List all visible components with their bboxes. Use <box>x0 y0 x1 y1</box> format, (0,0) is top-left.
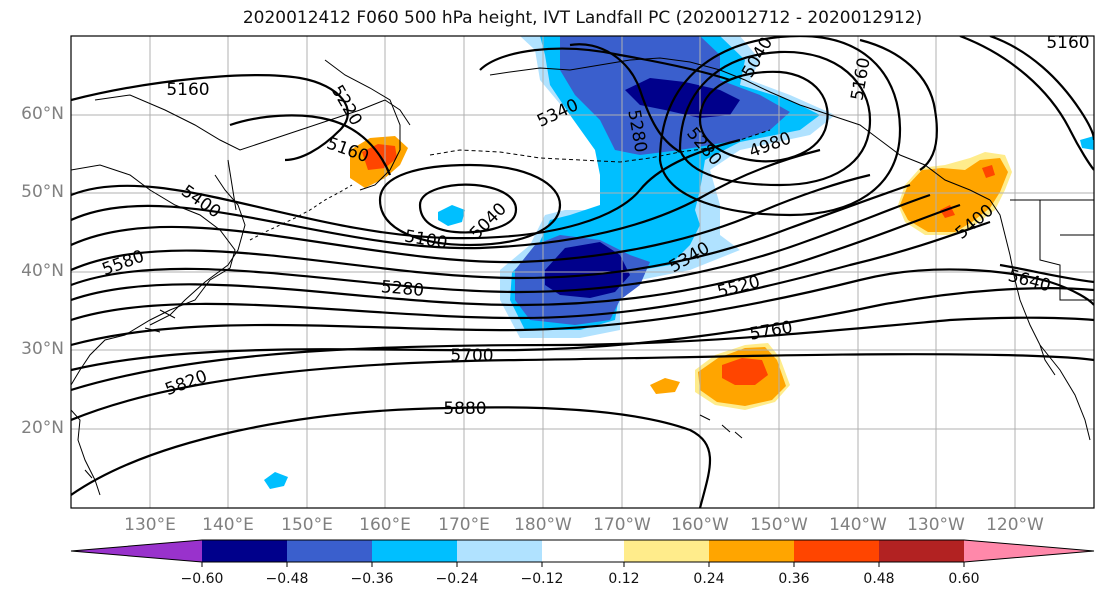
contour-5460 <box>71 193 931 294</box>
colorbar-segment <box>202 540 287 562</box>
contour-5100-low <box>378 163 562 247</box>
contour-ne-ring2 <box>959 36 1094 171</box>
contour-5400 <box>71 183 911 280</box>
contour-5280-long <box>71 148 821 250</box>
colorbar-tick-label: 0.60 <box>948 571 980 587</box>
contour-5040-upper <box>678 50 872 187</box>
colorbar-segment <box>372 540 457 562</box>
contour-5640-east <box>999 263 1094 284</box>
shade-westcoast-red2 <box>982 165 995 178</box>
lon-label: 160°W <box>671 515 729 535</box>
map-frame <box>70 35 1095 509</box>
colorbar-tick-label: 0.12 <box>608 571 640 587</box>
contour-5220-ne <box>859 38 938 171</box>
shade-central-darkblue <box>545 242 630 298</box>
contour-label: 5880 <box>443 399 486 419</box>
contour-5880 <box>71 406 712 508</box>
shade-ne-blob <box>1080 136 1094 150</box>
colorbar-extend-low <box>71 540 202 562</box>
contour-5640 <box>71 268 1094 347</box>
lon-label: 170°E <box>438 515 490 535</box>
contour-5700 <box>71 287 1094 372</box>
colorbar-tick-label: −0.12 <box>520 571 564 587</box>
shade-subtrop-small <box>650 378 680 394</box>
contour-5280-upper <box>569 43 681 153</box>
coastlines <box>71 57 1094 496</box>
shade-subtrop-red <box>722 358 768 385</box>
colorbar-tick-label: 0.48 <box>863 571 895 587</box>
contour-5160 <box>71 74 349 162</box>
contour-5820 <box>71 353 1094 422</box>
borders-na <box>1010 199 1094 301</box>
lat-label: 20°N <box>21 418 64 438</box>
contour-label: 5700 <box>450 346 493 366</box>
colorbar-segment <box>624 540 709 562</box>
lon-label: 120°W <box>986 515 1044 535</box>
aleutians <box>429 129 771 163</box>
shade-westcoast-orange <box>900 158 1008 232</box>
lon-label: 170°W <box>593 515 651 535</box>
colorbar-tick-label: −0.48 <box>265 571 309 587</box>
colorbar-tick-label: −0.36 <box>350 571 394 587</box>
contour-5520 <box>71 203 961 307</box>
contour-5580 <box>71 220 991 322</box>
colorbar-segment <box>709 540 794 562</box>
lon-label: 140°W <box>829 515 887 535</box>
colorbar-segment <box>287 540 372 562</box>
okhotsk-coast <box>94 94 411 151</box>
bc-coast <box>989 199 1091 441</box>
lon-label: 140°E <box>202 515 254 535</box>
contour-5040-low <box>418 183 518 234</box>
lat-label: 50°N <box>21 182 64 202</box>
contour-5340 <box>71 173 871 264</box>
gulf-of-alaska <box>829 114 991 201</box>
kuril-islands <box>249 184 353 241</box>
contour-label: 5280 <box>380 277 425 301</box>
colorbar-segment <box>542 540 624 562</box>
colorbar-tick-label: −0.24 <box>435 571 479 587</box>
contour-5760 <box>71 316 1094 392</box>
colorbar-segment <box>879 540 964 562</box>
lat-label: 30°N <box>21 339 64 359</box>
ivt-negative-shading <box>264 36 1094 489</box>
shade-small-blob <box>438 205 465 226</box>
contour-ne-ring <box>989 36 1094 141</box>
lon-label: 180°W <box>514 515 572 535</box>
colorbar <box>70 539 1095 567</box>
hawaii <box>699 414 743 439</box>
contour-label: 5160 <box>166 80 209 100</box>
lon-label: 160°E <box>359 515 411 535</box>
colorbar-segment <box>794 540 879 562</box>
colorbar-tick-label: 0.36 <box>778 571 810 587</box>
contour-4980-low <box>698 70 829 163</box>
shade-hawaii-blob <box>264 472 288 489</box>
kamchatka <box>324 59 401 191</box>
plot-title: 2020012412 F060 500 hPa height, IVT Land… <box>242 8 923 28</box>
philippines-taiwan <box>71 409 101 496</box>
lon-label: 130°W <box>907 515 965 535</box>
contour-label: 5160 <box>1046 33 1089 53</box>
colorbar-segment <box>457 540 542 562</box>
shade-north-darkblue <box>625 78 740 118</box>
lon-label: 150°E <box>281 515 333 535</box>
colorbar-extend-high <box>964 540 1094 562</box>
lat-label: 40°N <box>21 261 64 281</box>
alaska-west <box>489 57 831 116</box>
contour-5400-kam <box>229 114 392 176</box>
colorbar-tick-label: 0.24 <box>693 571 725 587</box>
height-contours <box>71 36 1094 508</box>
colorbar-tick-label: −0.60 <box>180 571 224 587</box>
mexico-coast <box>1039 344 1056 376</box>
lon-label: 130°E <box>124 515 176 535</box>
lon-label: 150°W <box>750 515 808 535</box>
lat-label: 60°N <box>21 104 64 124</box>
contour-5160-upper <box>658 36 902 217</box>
